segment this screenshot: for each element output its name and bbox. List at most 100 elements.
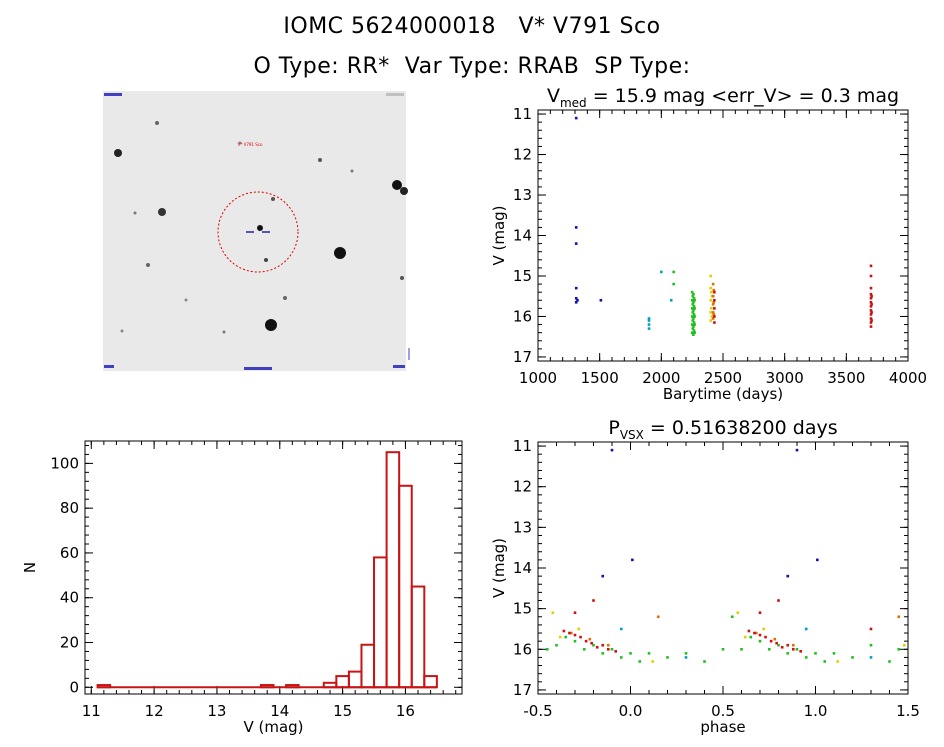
data-point-green [638, 660, 642, 663]
data-point-red [601, 643, 605, 647]
x-tick-label: 1500 [581, 369, 619, 387]
data-point-green [832, 652, 836, 655]
x-tick-label: 4000 [889, 369, 927, 387]
data-point-epoch-3 [693, 315, 696, 318]
data-point-epoch-3 [691, 294, 695, 298]
data-point-epoch-5 [711, 294, 715, 298]
star [133, 211, 137, 215]
star [120, 329, 124, 333]
star [334, 247, 346, 259]
data-point-yellow [577, 627, 580, 631]
data-point-epoch-1 [576, 298, 579, 302]
data-point-epoch-6 [869, 300, 873, 304]
data-point-epoch-4 [709, 298, 712, 302]
data-point-epoch-3 [692, 317, 695, 320]
data-point-green [851, 656, 854, 659]
data-point-epoch-6 [869, 309, 873, 312]
data-point-epoch-3 [691, 311, 695, 314]
data-point-cyan [619, 627, 623, 631]
data-point-epoch-3 [692, 313, 696, 316]
data-point-red [758, 633, 762, 637]
data-point-epoch-3 [691, 327, 695, 330]
data-point-red [792, 647, 795, 651]
data-point-cyan [804, 627, 808, 631]
y-tick-label: 13 [513, 518, 532, 536]
data-point-blue [816, 558, 819, 562]
data-point-epoch-3 [693, 323, 696, 326]
data-point-epoch-3 [690, 315, 694, 318]
data-point-yellow [558, 635, 562, 639]
star [146, 263, 150, 267]
y-tick-label: 14 [513, 227, 532, 245]
histogram-bar [398, 484, 413, 689]
data-point-epoch-5 [712, 300, 716, 304]
histogram-bar [385, 451, 401, 689]
x-axis-label: V (mag) [243, 718, 303, 736]
x-tick-label: 14 [270, 702, 289, 720]
data-point-epoch-6 [869, 264, 873, 268]
histogram-bar [373, 556, 388, 689]
histogram-bar [410, 585, 426, 689]
plot-title: PVSX = 0.51638200 days [608, 417, 837, 442]
y-tick-label: 11 [513, 437, 532, 455]
data-point-red [758, 611, 762, 615]
data-point-green [684, 652, 688, 655]
data-point-green [795, 647, 799, 651]
data-point-red [764, 635, 767, 639]
data-point-yellow [743, 635, 747, 639]
star [400, 276, 404, 280]
plot-title: Vmed = 15.9 mag <err_V> = 0.3 mag [547, 85, 899, 110]
finder-corner-mark [104, 93, 122, 96]
x-tick-label: 1.0 [804, 702, 828, 720]
data-point-epoch-5 [712, 288, 716, 292]
histogram-bar [347, 670, 363, 689]
data-point-green [619, 656, 623, 659]
data-point-green [767, 647, 771, 651]
data-point-epoch-3 [692, 321, 696, 324]
data-point-green [777, 643, 780, 647]
data-point-orange [773, 637, 777, 641]
data-point-epoch-3 [692, 292, 695, 296]
data-point-epoch-3 [692, 329, 696, 332]
data-point-epoch-3 [691, 303, 695, 306]
x-axis-label: Barytime (days) [663, 385, 783, 403]
plot-frame [84, 440, 463, 695]
light-curve-plot: 1000 1500 2000 2500 3000 3500 4000 11 12 13 14 15 16… [490, 85, 927, 403]
y-axis-label: N [21, 562, 39, 573]
data-point-green [564, 635, 568, 639]
y-tick-label: 100 [50, 454, 79, 472]
histogram-bar [285, 684, 300, 689]
data-point-epoch-1 [574, 116, 578, 120]
data-point-orange [792, 643, 795, 647]
star [257, 225, 263, 231]
data-point-epoch-3 [692, 333, 695, 336]
x-tick-label: 3000 [766, 369, 804, 387]
x-tick-label: 15 [333, 702, 352, 720]
data-point-red [775, 641, 778, 645]
y-tick-label: 0 [69, 678, 79, 696]
star [155, 121, 159, 125]
data-point-red [753, 631, 756, 635]
data-point-epoch-5 [711, 317, 715, 320]
data-point-orange [656, 615, 660, 619]
x-tick-label: 13 [207, 702, 226, 720]
histogram-bar [423, 675, 438, 689]
data-point-red [769, 639, 773, 643]
data-point-orange [897, 615, 901, 619]
data-point-epoch-6 [713, 315, 716, 318]
star [271, 197, 275, 201]
data-point-red [747, 629, 751, 633]
data-point-green [897, 647, 901, 651]
data-point-epoch-6 [869, 305, 873, 308]
histogram-bar [96, 684, 112, 689]
data-point-green [869, 643, 873, 647]
plot-frame [537, 109, 909, 362]
y-tick-label: 40 [60, 589, 79, 607]
header-title-line2: O Type: RR* Var Type: RRAB SP Type: [253, 54, 691, 79]
data-point-red [573, 633, 577, 637]
finder-corner-mark [393, 365, 405, 368]
data-point-epoch-1 [574, 242, 578, 245]
data-point-epoch-3 [690, 290, 694, 294]
data-point-red [780, 645, 784, 649]
